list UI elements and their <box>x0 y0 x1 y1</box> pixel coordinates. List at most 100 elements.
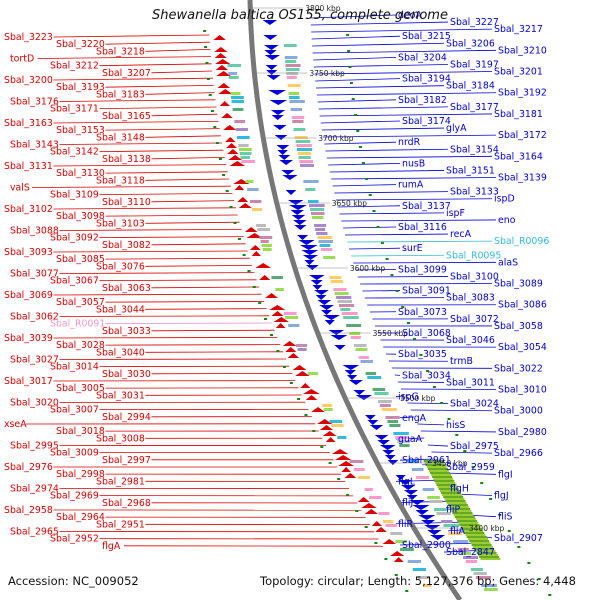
gene-label-right[interactable]: Sbal_3046 <box>446 335 495 346</box>
gene-label-left[interactable]: Sbal_3131 <box>4 161 53 172</box>
gene-label-left[interactable]: Sbal_3183 <box>96 89 145 100</box>
gene-label-left[interactable]: Sbal_3033 <box>102 326 151 337</box>
gene-label-left[interactable]: Sbal_2995 <box>10 440 59 451</box>
gene-label-right[interactable]: Sbal_3000 <box>494 406 543 417</box>
gene-label-right[interactable]: Sbal_3206 <box>446 38 495 49</box>
gene-label-left[interactable]: Sbal_3069 <box>4 290 53 301</box>
gene-label-left[interactable]: Sbal_2969 <box>50 491 99 502</box>
gene-label-left[interactable]: tortD <box>10 53 34 64</box>
gene-label-right[interactable]: Sbal_3083 <box>446 293 495 304</box>
gene-label-right[interactable]: Sbal_2966 <box>494 448 543 459</box>
gene-label-right[interactable]: Sbal_3054 <box>498 342 547 353</box>
gene-label-right[interactable]: Sbal_3137 <box>402 201 451 212</box>
gene-label-right[interactable]: flgL <box>398 476 416 487</box>
gene-label-right[interactable]: Sbal_3089 <box>494 279 543 290</box>
gene-label-left[interactable]: xseA <box>4 419 27 430</box>
gene-label-right[interactable]: fliJ <box>402 498 413 509</box>
gene-label-right[interactable]: Sbal_3184 <box>446 81 495 92</box>
gene-label-left[interactable]: Sbal_3077 <box>10 268 59 279</box>
gene-label-right[interactable]: Sbal_3174 <box>402 116 451 127</box>
gene-label-left[interactable]: Sbal_3165 <box>102 111 151 122</box>
gene-label-left[interactable]: flgA <box>102 541 121 552</box>
gene-label-right[interactable]: engA <box>402 413 427 424</box>
gene-label-left[interactable]: Sbal_3153 <box>56 125 105 136</box>
gene-label-right[interactable]: Sbal_3058 <box>494 321 543 332</box>
gene-label-left[interactable]: Sbal_3223 <box>4 32 53 43</box>
gene-label-left[interactable]: Sbal_3044 <box>96 304 145 315</box>
gene-label-left[interactable]: Sbal_3092 <box>50 233 99 244</box>
gene-label-right[interactable]: glyA <box>446 123 467 134</box>
gene-label-left[interactable]: Sbal_3109 <box>50 190 99 201</box>
gene-label-left[interactable]: Sbal_3017 <box>4 376 53 387</box>
gene-label-left[interactable]: Sbal_2965 <box>10 526 59 537</box>
gene-label-right[interactable]: Sbal_3210 <box>498 45 547 56</box>
gene-label-right[interactable]: ispD <box>494 194 515 205</box>
gene-label-right[interactable]: Sbal_2961 <box>402 455 451 466</box>
gene-label-right[interactable]: Sbal_3116 <box>398 222 447 233</box>
gene-label-right[interactable]: Sbal_3068 <box>402 328 451 339</box>
gene-label-left[interactable]: Sbal_3063 <box>102 283 151 294</box>
gene-label-right[interactable]: flgI <box>498 469 513 480</box>
gene-label-left[interactable]: Sbal_3176 <box>10 96 59 107</box>
gene-label-left[interactable]: Sbal_2998 <box>56 469 105 480</box>
gene-label-right[interactable]: Sbal_3164 <box>494 151 543 162</box>
gene-label-right[interactable]: fliS <box>498 512 513 523</box>
gene-label-right[interactable]: Sbal_3022 <box>494 363 543 374</box>
gene-label-left[interactable]: Sbal_3020 <box>10 397 59 408</box>
gene-label-right[interactable]: nrdR <box>398 137 421 148</box>
gene-label-right[interactable]: Sbal_3215 <box>402 31 451 42</box>
gene-label-right[interactable]: ispG <box>398 392 419 403</box>
gene-label-left[interactable]: Sbal_2951 <box>96 519 145 530</box>
gene-label-left[interactable]: Sbal_3193 <box>56 82 105 93</box>
gene-label-left[interactable]: Sbal_3103 <box>96 218 145 229</box>
gene-label-right[interactable]: trmB <box>450 356 473 367</box>
gene-label-left[interactable]: Sbal_3062 <box>10 311 59 322</box>
gene-label-left[interactable]: Sbal_3212 <box>50 61 99 72</box>
gene-label-right[interactable]: Sbal_3197 <box>450 59 499 70</box>
gene-label-right[interactable]: Sbal_2900 <box>402 540 451 551</box>
gene-label-right[interactable]: Sbal_3099 <box>398 264 447 275</box>
gene-label-left[interactable]: Sbal_3218 <box>96 46 145 57</box>
gene-label-right[interactable]: Sbal_R0095 <box>446 250 501 261</box>
gene-label-left[interactable]: Sbal_2997 <box>102 455 151 466</box>
gene-label-left[interactable]: Sbal_3207 <box>102 68 151 79</box>
gene-label-right[interactable]: Sbal_3011 <box>446 377 495 388</box>
gene-label-left[interactable]: Sbal_3076 <box>96 261 145 272</box>
gene-label-left[interactable]: Sbal_3118 <box>96 175 145 186</box>
gene-label-left[interactable]: Sbal_3018 <box>56 426 105 437</box>
gene-label-right[interactable]: Sbal_3035 <box>398 349 447 360</box>
gene-label-left[interactable]: Sbal_2976 <box>4 462 53 473</box>
gene-label-left[interactable]: Sbal_2958 <box>4 505 53 516</box>
gene-label-left[interactable]: Sbal_3007 <box>50 405 99 416</box>
gene-label-right[interactable]: hisS <box>446 420 465 431</box>
gene-label-right[interactable]: Sbal_2959 <box>446 462 495 473</box>
gene-label-right[interactable]: nusB <box>402 158 425 169</box>
gene-label-right[interactable]: recA <box>450 229 472 240</box>
gene-label-left[interactable]: Sbal_3148 <box>96 132 145 143</box>
gene-label-left[interactable]: Sbal_3085 <box>56 254 105 265</box>
gene-label-right[interactable]: rumA <box>398 180 424 191</box>
gene-label-left[interactable]: Sbal_3031 <box>96 390 145 401</box>
gene-label-right[interactable]: Sbal_3151 <box>446 165 495 176</box>
gene-label-left[interactable]: Sbal_R0091 <box>50 319 105 330</box>
gene-label-left[interactable]: Sbal_3098 <box>56 211 105 222</box>
gene-label-right[interactable]: guaA <box>398 434 423 445</box>
gene-label-right[interactable]: Sbal_3172 <box>498 130 547 141</box>
gene-label-right[interactable]: Sbal_3181 <box>494 109 543 120</box>
gene-label-left[interactable]: Sbal_3142 <box>50 147 99 158</box>
gene-label-right[interactable]: Sbal_3024 <box>450 399 499 410</box>
gene-label-right[interactable]: Sbal_2847 <box>446 547 495 558</box>
gene-label-left[interactable]: Sbal_3171 <box>50 104 99 115</box>
gene-label-left[interactable]: Sbal_3143 <box>10 139 59 150</box>
gene-label-left[interactable]: Sbal_3040 <box>96 347 145 358</box>
gene-label-right[interactable]: Sbal_3010 <box>498 385 547 396</box>
gene-label-right[interactable]: Sbal_3217 <box>494 24 543 35</box>
gene-label-right[interactable]: Sbal_3139 <box>498 173 547 184</box>
gene-label-left[interactable]: Sbal_2968 <box>102 498 151 509</box>
gene-label-right[interactable]: Sbal_3201 <box>494 67 543 78</box>
gene-label-right[interactable]: Sbal_2980 <box>498 427 547 438</box>
gene-label-left[interactable]: Sbal_3102 <box>4 204 53 215</box>
gene-label-left[interactable]: valS <box>10 182 30 193</box>
gene-label-left[interactable]: Sbal_3110 <box>102 197 151 208</box>
